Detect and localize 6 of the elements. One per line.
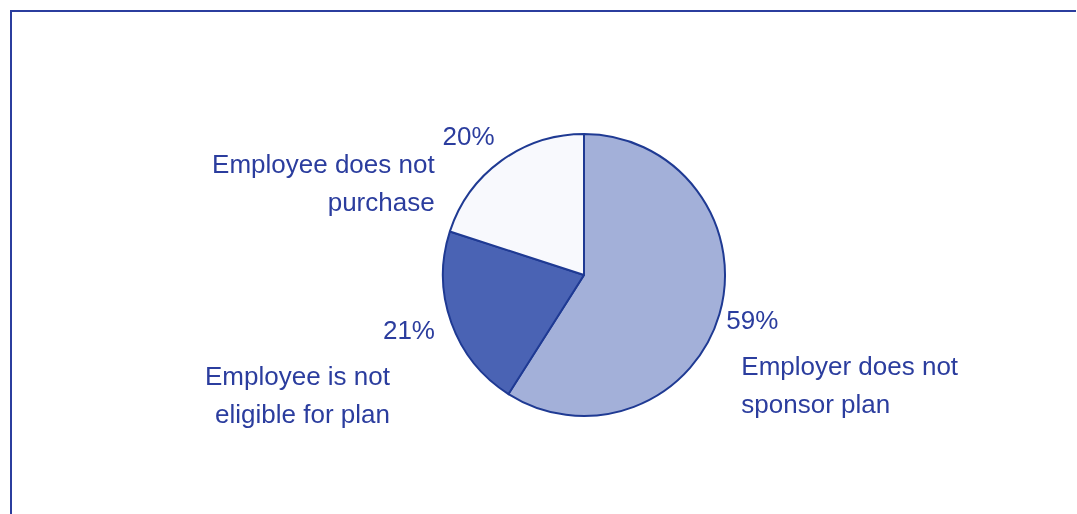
slice-label: Employer does not sponsor plan <box>741 351 959 420</box>
data-label: 21% <box>382 315 435 346</box>
slice-label: Employee is not eligible for plan <box>205 361 391 430</box>
data-label: 20% <box>442 121 495 152</box>
data-label: 59% <box>726 305 779 336</box>
slice-label: Employee does not purchase <box>212 149 436 218</box>
